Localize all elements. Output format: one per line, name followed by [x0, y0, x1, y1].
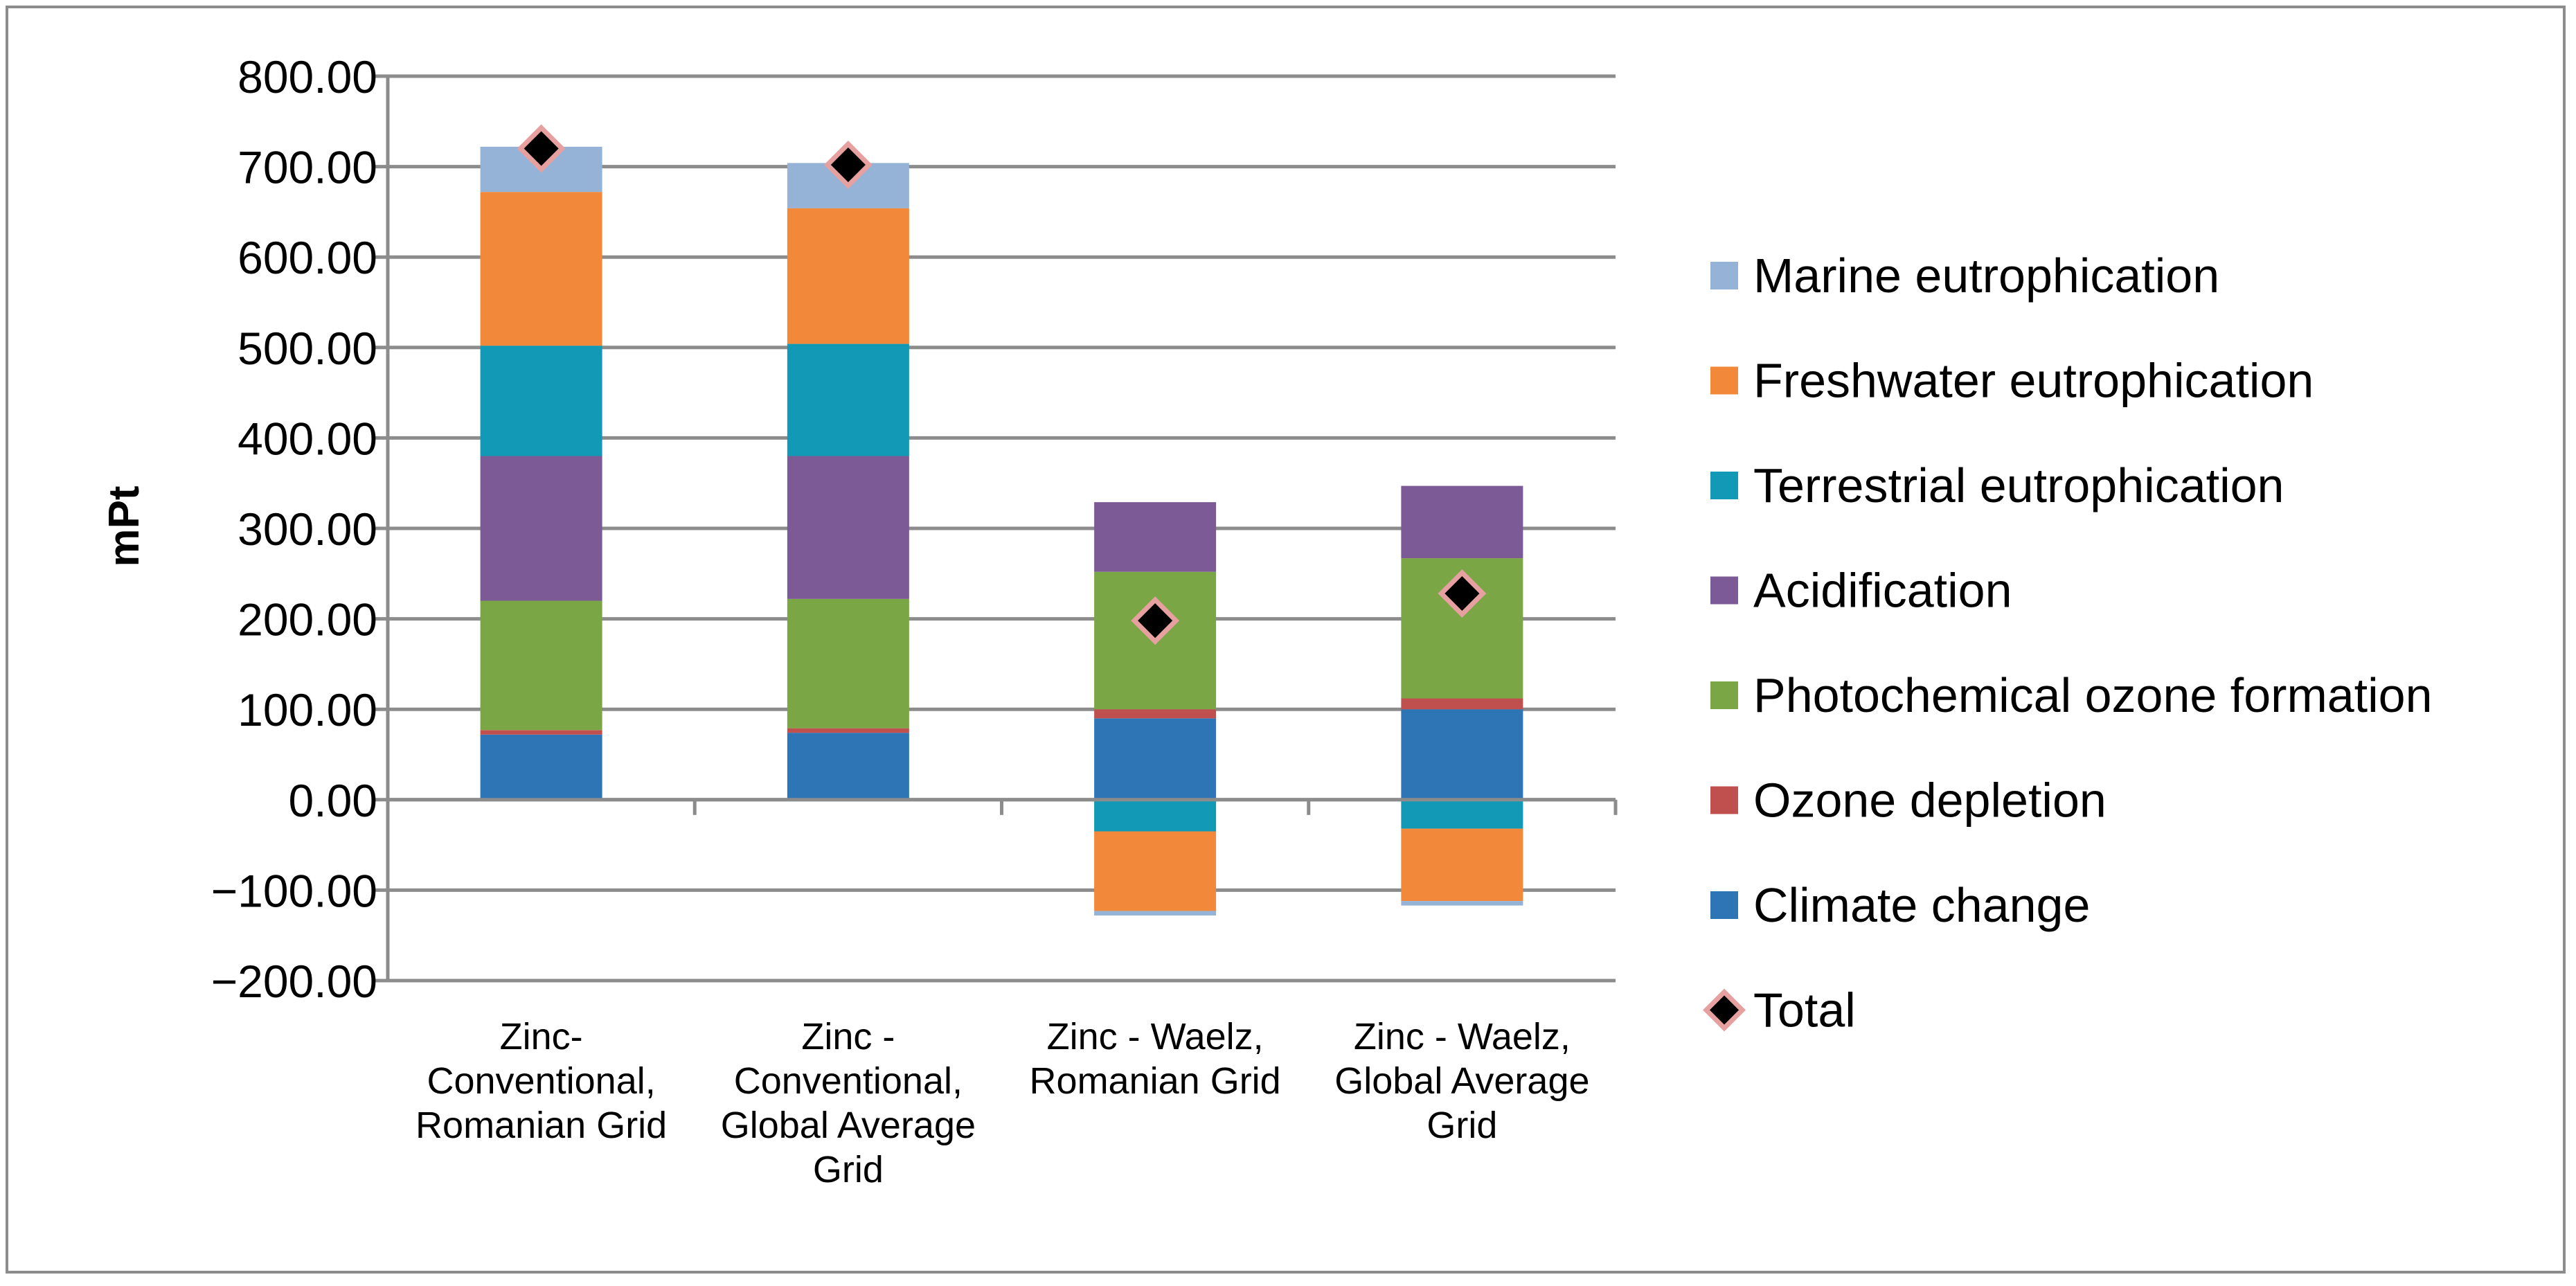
- total-marker: [823, 141, 873, 189]
- bar-segment: [1094, 709, 1217, 719]
- y-tick-label: 100.00: [238, 684, 377, 735]
- bar-segment: [1094, 911, 1217, 916]
- bar-segment: [1401, 485, 1523, 559]
- bar-segment: [480, 346, 602, 456]
- total-marker: [1131, 596, 1180, 645]
- total-marker: [517, 124, 566, 173]
- legend-label: Total: [1753, 983, 1856, 1037]
- total-markers: [517, 124, 1487, 645]
- legend: Marine eutrophication Freshwater eutrophi…: [1703, 249, 2433, 1037]
- legend-swatch: [1710, 681, 1738, 709]
- legend-swatch: [1710, 472, 1738, 499]
- bars: [480, 146, 1523, 916]
- legend-swatch: [1710, 262, 1738, 289]
- bar-segment: [1094, 718, 1217, 800]
- bar-segment: [787, 733, 909, 800]
- y-tick-label: 400.00: [238, 413, 377, 464]
- x-category-label: Zinc-Conventional, Romanian Grid: [415, 1016, 667, 1146]
- bar-segment: [787, 343, 909, 456]
- chart-frame: [6, 6, 2566, 1274]
- bar-segment: [480, 456, 602, 601]
- y-tick-label: 800.00: [238, 51, 377, 102]
- legend-label: Ozone depletion: [1753, 774, 2107, 828]
- legend-label: Acidification: [1753, 564, 2012, 618]
- total-marker: [1438, 569, 1487, 618]
- legend-swatch: [1710, 576, 1738, 605]
- legend-swatch: [1710, 786, 1738, 814]
- legend-swatch: [1710, 891, 1738, 919]
- bar-segment: [480, 734, 602, 800]
- bar-segment: [1401, 828, 1523, 902]
- bar-segment: [1401, 698, 1523, 710]
- bar-segment: [787, 456, 909, 599]
- legend-label: Photochemical ozone formation: [1753, 668, 2433, 722]
- y-tick-label: 200.00: [238, 594, 377, 645]
- y-tick-label: 500.00: [238, 323, 377, 374]
- axes: [386, 76, 1618, 981]
- bar-segment: [1401, 901, 1523, 906]
- bar-segment: [480, 192, 602, 346]
- bar-segment: [1401, 799, 1523, 829]
- legend-label: Marine eutrophication: [1753, 249, 2219, 303]
- y-tick-label: 300.00: [238, 503, 377, 555]
- bar-segment: [480, 600, 602, 731]
- legend-label: Freshwater eutrophication: [1753, 354, 2314, 408]
- legend-label: Terrestrial eutrophication: [1753, 458, 2284, 512]
- x-category-label: Zinc -Conventional, Global Average Grid: [721, 1016, 976, 1190]
- y-tick-label: 700.00: [238, 142, 377, 193]
- bar-segment: [1094, 831, 1217, 911]
- legend-marker: [1703, 988, 1746, 1032]
- y-axis-label: mPt: [100, 485, 148, 566]
- y-tick-labels: 800.00 700.00 600.00 500.00 400.00 300.00 200.…: [211, 51, 377, 1007]
- bar-segment: [787, 598, 909, 729]
- bar-segment: [787, 208, 909, 344]
- y-tick-label: 600.00: [238, 232, 377, 283]
- bar-segment: [1401, 709, 1523, 800]
- y-tick-label: −200.00: [211, 956, 377, 1007]
- x-category-label: Zinc - Waelz, Global Average Grid: [1334, 1016, 1589, 1146]
- bar-segment: [787, 728, 909, 733]
- legend-swatch: [1710, 366, 1738, 395]
- x-category-labels: Zinc-Conventional, Romanian Grid Zinc -Con…: [415, 1016, 1589, 1190]
- legend-label: Climate change: [1753, 878, 2090, 932]
- bar-segment: [1094, 799, 1217, 832]
- x-category-label: Zinc - Waelz, Romanian Grid: [1030, 1016, 1281, 1102]
- bar-segment: [1094, 502, 1217, 572]
- y-tick-label: −100.00: [211, 865, 377, 916]
- bar-segment: [480, 730, 602, 735]
- y-tick-label: 0.00: [289, 775, 377, 826]
